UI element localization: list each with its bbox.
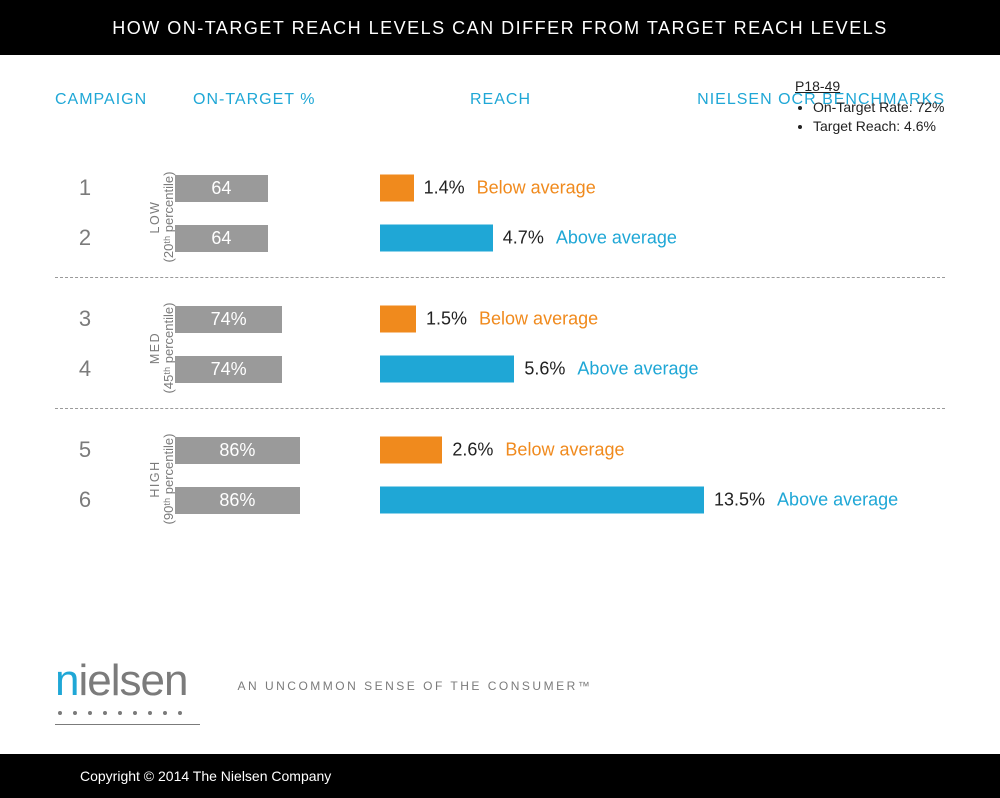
col-ontarget: ON-TARGET %	[193, 91, 315, 109]
title-band: HOW ON-TARGET REACH LEVELS CAN DIFFER FR…	[0, 0, 1000, 55]
ontarget-bar: 64	[175, 175, 268, 202]
reach-status: Above average	[556, 228, 677, 249]
group-divider	[55, 408, 945, 409]
reach-value: 1.4%	[424, 178, 465, 199]
benchmark-line-1: On-Target Rate: 72%	[813, 98, 1000, 117]
reach-status: Below average	[477, 178, 596, 199]
logo-area: nielsen AN UNCOMMON SENSE OF THE CONSUME…	[55, 659, 592, 703]
reach-value: 1.5%	[426, 309, 467, 330]
reach-status: Above average	[777, 490, 898, 511]
chart-row: 6 86% 13.5% Above average	[55, 475, 945, 525]
logo-tagline: AN UNCOMMON SENSE OF THE CONSUMER™	[237, 679, 592, 703]
footer-band: Copyright © 2014 The Nielsen Company	[0, 754, 1000, 798]
reach-status: Below average	[479, 309, 598, 330]
chart-row: 5 86% 2.6% Below average	[55, 425, 945, 475]
campaign-number: 6	[55, 487, 115, 513]
ontarget-bar: 74%	[175, 306, 282, 333]
ontarget-bar: 86%	[175, 437, 300, 464]
campaign-number: 2	[55, 225, 115, 251]
logo-dots	[58, 711, 182, 715]
col-campaign: CAMPAIGN	[55, 91, 147, 109]
reach-bar	[380, 306, 416, 333]
chart-group: LOW(20ᵗʰ percentile)1641.4%Below average…	[55, 161, 945, 273]
chart-groups: LOW(20ᵗʰ percentile)1641.4%Below average…	[55, 161, 945, 535]
chart-row: 3 74% 1.5% Below average	[55, 294, 945, 344]
chart-group: HIGH(90ᵗʰ percentile)586%2.6%Below avera…	[55, 423, 945, 535]
reach-bar	[380, 487, 704, 514]
group-divider	[55, 277, 945, 278]
chart-row: 1 64 1.4% Below average	[55, 163, 945, 213]
chart-row: 2 64 4.7% Above average	[55, 213, 945, 263]
page-title: HOW ON-TARGET REACH LEVELS CAN DIFFER FR…	[112, 18, 887, 38]
logo-rule	[55, 724, 200, 725]
campaign-number: 4	[55, 356, 115, 382]
ontarget-bar: 86%	[175, 487, 300, 514]
reach-bar	[380, 437, 442, 464]
reach-bar	[380, 356, 514, 383]
content-area: CAMPAIGN ON-TARGET % REACH NIELSEN OCR B…	[0, 55, 1000, 535]
benchmark-box: P18-49 On-Target Rate: 72% Target Reach:…	[795, 77, 1000, 136]
chart-group: MED(45ᵗʰ percentile)374%1.5%Below averag…	[55, 292, 945, 404]
campaign-number: 3	[55, 306, 115, 332]
campaign-number: 1	[55, 175, 115, 201]
reach-bar	[380, 175, 414, 202]
ontarget-bar: 74%	[175, 356, 282, 383]
col-reach: REACH	[470, 91, 531, 109]
ontarget-bar: 64	[175, 225, 268, 252]
chart-row: 4 74% 5.6% Above average	[55, 344, 945, 394]
benchmark-heading: P18-49	[795, 77, 1000, 96]
reach-status: Below average	[505, 440, 624, 461]
benchmark-line-2: Target Reach: 4.6%	[813, 117, 1000, 136]
copyright: Copyright © 2014 The Nielsen Company	[80, 768, 331, 784]
campaign-number: 5	[55, 437, 115, 463]
reach-value: 13.5%	[714, 490, 765, 511]
reach-value: 4.7%	[503, 228, 544, 249]
reach-status: Above average	[577, 359, 698, 380]
reach-value: 5.6%	[524, 359, 565, 380]
nielsen-logo: nielsen	[55, 656, 187, 705]
reach-bar	[380, 225, 493, 252]
reach-value: 2.6%	[452, 440, 493, 461]
